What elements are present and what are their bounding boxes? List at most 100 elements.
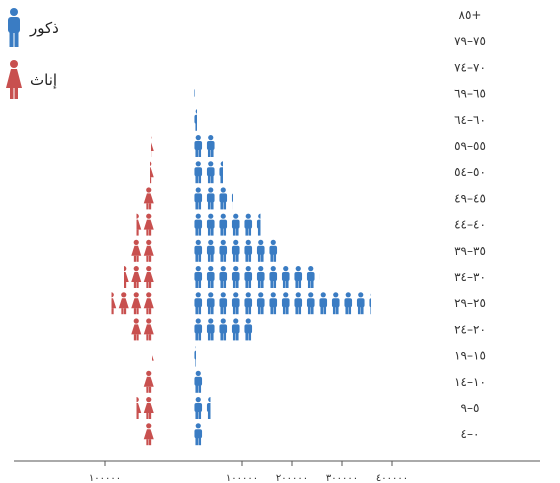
male-pictogram-mark	[194, 292, 203, 315]
male-pictogram-mark	[219, 161, 223, 184]
male-pictogram-mark	[231, 292, 240, 315]
male-pictogram-mark	[319, 273, 320, 280]
female-pictogram-mark	[143, 423, 154, 446]
age-group-label: ٢٩–٢٥	[454, 296, 486, 310]
male-pictogram-mark	[194, 30, 202, 52]
female-pictogram-mark	[143, 213, 154, 236]
male-pictogram-mark	[206, 187, 215, 210]
male-pictogram-mark	[194, 187, 203, 210]
legend-female: إناث	[6, 60, 57, 100]
female-pictogram-mark	[144, 30, 154, 52]
legend-female-label: إناث	[30, 71, 58, 89]
male-pictogram-mark	[194, 56, 202, 78]
male-pictogram-mark	[356, 292, 365, 315]
male-pictogram-mark	[206, 397, 211, 419]
male-pictogram-mark	[244, 239, 253, 262]
male-pictogram-mark	[231, 213, 240, 236]
male-pictogram-mark	[194, 4, 202, 26]
female-pictogram-mark	[131, 292, 142, 315]
female-pictogram-mark	[143, 318, 154, 341]
male-pictogram-mark	[256, 239, 265, 262]
male-pictogram-mark	[194, 239, 203, 262]
age-group-label: ٦٤–٦٠	[454, 113, 486, 127]
female-pictogram-mark	[144, 109, 154, 131]
age-group-label: ٧٤–٧٠	[454, 60, 486, 74]
age-group-label: ٥٩–٥٥	[454, 139, 486, 153]
female-pictogram-mark	[143, 187, 154, 210]
male-pictogram-mark	[244, 292, 253, 315]
male-pictogram-mark	[269, 266, 278, 288]
male-pictogram-mark	[219, 292, 228, 315]
female-pictogram-mark	[152, 355, 154, 361]
male-pictogram-mark	[219, 266, 228, 288]
male-pictogram-mark	[231, 193, 233, 210]
male-pictogram-mark	[194, 109, 197, 131]
male-pictogram-mark	[256, 292, 265, 315]
female-pictogram-mark	[118, 292, 129, 315]
male-pictogram-mark	[194, 370, 203, 393]
age-group-label: ٣٩–٣٥	[454, 244, 486, 258]
male-person-icon	[8, 8, 20, 47]
male-pictogram-mark	[219, 187, 228, 210]
age-group-label: ٩–٥	[461, 401, 480, 415]
male-pictogram-mark	[294, 292, 303, 315]
male-pictogram-mark	[206, 213, 215, 236]
male-pictogram-mark	[269, 292, 278, 315]
female-pictogram-mark	[143, 266, 154, 288]
male-pictogram-mark	[231, 266, 240, 288]
male-pictogram-mark	[206, 292, 215, 315]
female-pictogram-mark	[111, 292, 117, 315]
female-pictogram-mark	[143, 397, 154, 419]
male-pictogram-mark	[194, 161, 203, 184]
age-group-label: ٨٥+	[459, 8, 482, 22]
male-pictogram-mark	[219, 318, 228, 341]
male-pictogram-mark	[244, 213, 253, 236]
female-pictogram-mark	[144, 56, 154, 78]
male-pictogram-mark	[294, 266, 303, 288]
female-person-icon	[6, 60, 22, 99]
age-group-label: ٦٩–٦٥	[454, 87, 486, 101]
female-pictogram-mark	[151, 136, 154, 157]
male-pictogram-mark	[194, 318, 203, 341]
male-pictogram-mark	[269, 239, 278, 262]
x-axis-tick-label: ١٠٠٠٠٠	[89, 473, 121, 483]
male-pictogram-mark	[256, 266, 265, 288]
male-pictogram-mark	[206, 266, 215, 288]
male-pictogram-mark	[219, 213, 228, 236]
male-pictogram-mark	[194, 345, 196, 367]
male-pictogram-mark	[244, 266, 253, 288]
age-group-label: ٤٤–٤٠	[454, 218, 486, 232]
x-axis-ticks: ١٠٠٠٠٠ ٢٠٠٠٠٠ ٣٠٠٠٠٠ ٤٠٠٠٠٠ ١٠٠٠٠٠	[89, 461, 408, 483]
male-pictogram-mark	[244, 318, 253, 341]
male-pictogram-mark	[194, 135, 203, 157]
x-axis-tick-label: ١٠٠٠٠٠	[226, 473, 258, 483]
male-pictogram-mark	[369, 293, 371, 315]
male-pictogram-mark	[256, 213, 261, 236]
male-pictogram-mark	[194, 266, 203, 288]
female-pictogram-mark	[143, 292, 154, 315]
female-pictogram-mark	[143, 370, 154, 393]
female-pictogram-mark	[144, 83, 154, 105]
male-pictogram-mark	[206, 135, 215, 157]
male-pictogram-mark	[206, 161, 215, 184]
male-pictogram-mark	[281, 292, 290, 315]
male-pictogram-mark	[219, 239, 228, 262]
male-pictogram-mark	[206, 318, 215, 341]
male-pictogram-mark	[281, 266, 290, 288]
x-axis-tick-label: ٤٠٠٠٠٠	[376, 473, 408, 483]
age-group-label: ١٩–١٥	[454, 349, 486, 363]
age-group-labels: ٨٥+ ٧٩–٧٥ ٧٤–٧٠ ٦٩–٦٥ ٦٤–٦٠ ٥٩–٥٥ ٥٤–٥٠ ٤٩–٤٥ ٤٤…	[454, 8, 486, 441]
female-pictogram-mark	[131, 266, 142, 288]
chart-icons	[111, 4, 371, 446]
age-group-label: ٢٤–٢٠	[454, 322, 486, 336]
male-pictogram-mark	[194, 89, 195, 97]
age-group-label: ٥٤–٥٠	[454, 165, 486, 179]
age-group-label: ١٤–١٠	[454, 375, 486, 389]
female-pictogram-mark	[136, 213, 142, 236]
female-pictogram-mark	[136, 397, 142, 419]
male-pictogram-mark	[194, 213, 203, 236]
male-pictogram-mark	[194, 423, 203, 446]
female-pictogram-mark	[144, 4, 154, 26]
female-pictogram-mark	[131, 239, 142, 262]
